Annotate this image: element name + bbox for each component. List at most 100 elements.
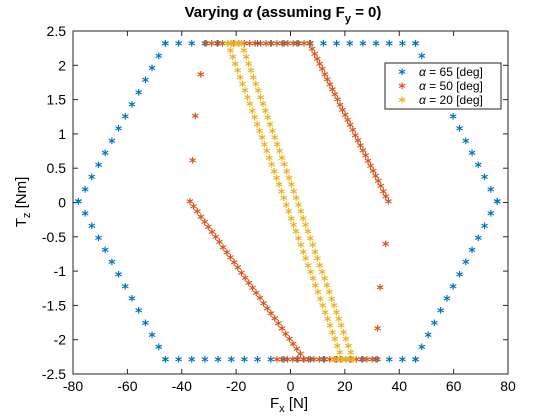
data-point: *: [241, 39, 249, 55]
data-point: *: [330, 301, 338, 317]
data-point: *: [229, 52, 237, 68]
data-point: *: [135, 306, 143, 322]
data-point: *: [344, 115, 352, 131]
data-point: *: [367, 161, 375, 177]
data-point: *: [321, 69, 329, 85]
data-point: *: [188, 354, 196, 370]
data-point: *: [316, 260, 324, 276]
data-point: *: [223, 247, 231, 263]
data-point: *: [256, 293, 264, 309]
data-point: *: [306, 39, 314, 55]
series-1: ****************************************…: [186, 39, 392, 371]
data-point: *: [162, 39, 170, 55]
data-point: *: [302, 220, 310, 236]
data-point: *: [314, 287, 322, 303]
data-point: *: [294, 354, 302, 370]
data-point: *: [331, 90, 339, 106]
data-marks: * * * * * * * * * * * * * * * * * * * *********************…: [75, 39, 502, 371]
data-point: *: [292, 227, 300, 243]
y-tick-label: -1.5: [42, 297, 66, 313]
data-point: *: [214, 39, 222, 55]
data-point: *: [319, 267, 327, 283]
data-point: *: [456, 124, 464, 140]
data-point: *: [231, 39, 239, 55]
y-axis-label: Tz [Nm]: [13, 177, 33, 228]
data-point: *: [205, 222, 213, 238]
data-point: *: [115, 269, 123, 285]
data-point: *: [279, 354, 287, 370]
data-point: *: [257, 39, 265, 55]
data-point: *: [81, 209, 89, 225]
data-point: *: [293, 39, 301, 55]
data-point: *: [311, 49, 319, 65]
data-point: *: [273, 354, 281, 370]
data-point: *: [278, 153, 286, 169]
data-point: *: [311, 247, 319, 263]
data-point: *: [304, 227, 312, 243]
data-point: *: [359, 354, 367, 370]
data-point: *: [336, 100, 344, 116]
x-tick-label: 80: [500, 378, 516, 394]
data-point: *: [108, 257, 116, 273]
data-point: *: [271, 314, 279, 330]
data-point: *: [295, 200, 303, 216]
data-point: *: [330, 354, 338, 370]
data-point: *: [256, 126, 264, 142]
y-tick-label: -0.5: [42, 229, 66, 245]
data-point: *: [328, 294, 336, 310]
data-point: *: [295, 233, 303, 249]
data-point: *: [239, 79, 247, 95]
data-point: *: [285, 173, 293, 189]
data-point: *: [88, 172, 96, 188]
data-point: *: [224, 39, 232, 55]
data-point: *: [201, 354, 209, 370]
data-point: *: [236, 72, 244, 88]
data-point: *: [347, 348, 355, 364]
data-point: *: [450, 112, 458, 128]
data-point: *: [267, 39, 275, 55]
data-point: *: [386, 354, 394, 370]
data-point: *: [349, 354, 357, 370]
data-point: *: [475, 233, 483, 249]
data-point: *: [334, 341, 342, 357]
data-point: *: [266, 153, 274, 169]
data-point: *: [189, 155, 197, 171]
data-point: *: [290, 39, 298, 55]
y-tick-label: 0: [58, 195, 66, 211]
data-point: *: [342, 354, 350, 370]
data-point: *: [276, 146, 284, 162]
legend-marker-20: *: [398, 95, 406, 111]
y-tick-label: -1: [54, 263, 67, 279]
data-point: *: [280, 193, 288, 209]
data-point: *: [289, 339, 297, 355]
data-point: *: [238, 268, 246, 284]
data-point: *: [238, 39, 246, 55]
data-point: *: [155, 51, 163, 67]
data-point: *: [230, 258, 238, 274]
data-point: *: [412, 39, 420, 55]
data-point: *: [493, 197, 501, 213]
data-point: *: [234, 263, 242, 279]
x-axis-label: Fx [N]: [270, 395, 308, 415]
data-point: *: [244, 92, 252, 108]
data-point: *: [418, 342, 426, 358]
data-point: *: [300, 354, 308, 370]
data-point: *: [234, 66, 242, 82]
data-point: *: [212, 232, 220, 248]
data-point: *: [353, 354, 361, 370]
data-point: *: [334, 354, 342, 370]
data-point: *: [377, 181, 385, 197]
data-point: *: [374, 354, 382, 370]
data-point: *: [307, 233, 315, 249]
data-point: *: [309, 240, 317, 256]
data-point: *: [335, 314, 343, 330]
data-point: *: [319, 64, 327, 80]
data-point: *: [338, 354, 346, 370]
data-point: *: [247, 66, 255, 82]
data-point: *: [88, 221, 96, 237]
data-point: *: [251, 39, 259, 55]
data-point: *: [201, 39, 209, 55]
data-point: *: [306, 39, 314, 55]
data-point: *: [323, 280, 331, 296]
